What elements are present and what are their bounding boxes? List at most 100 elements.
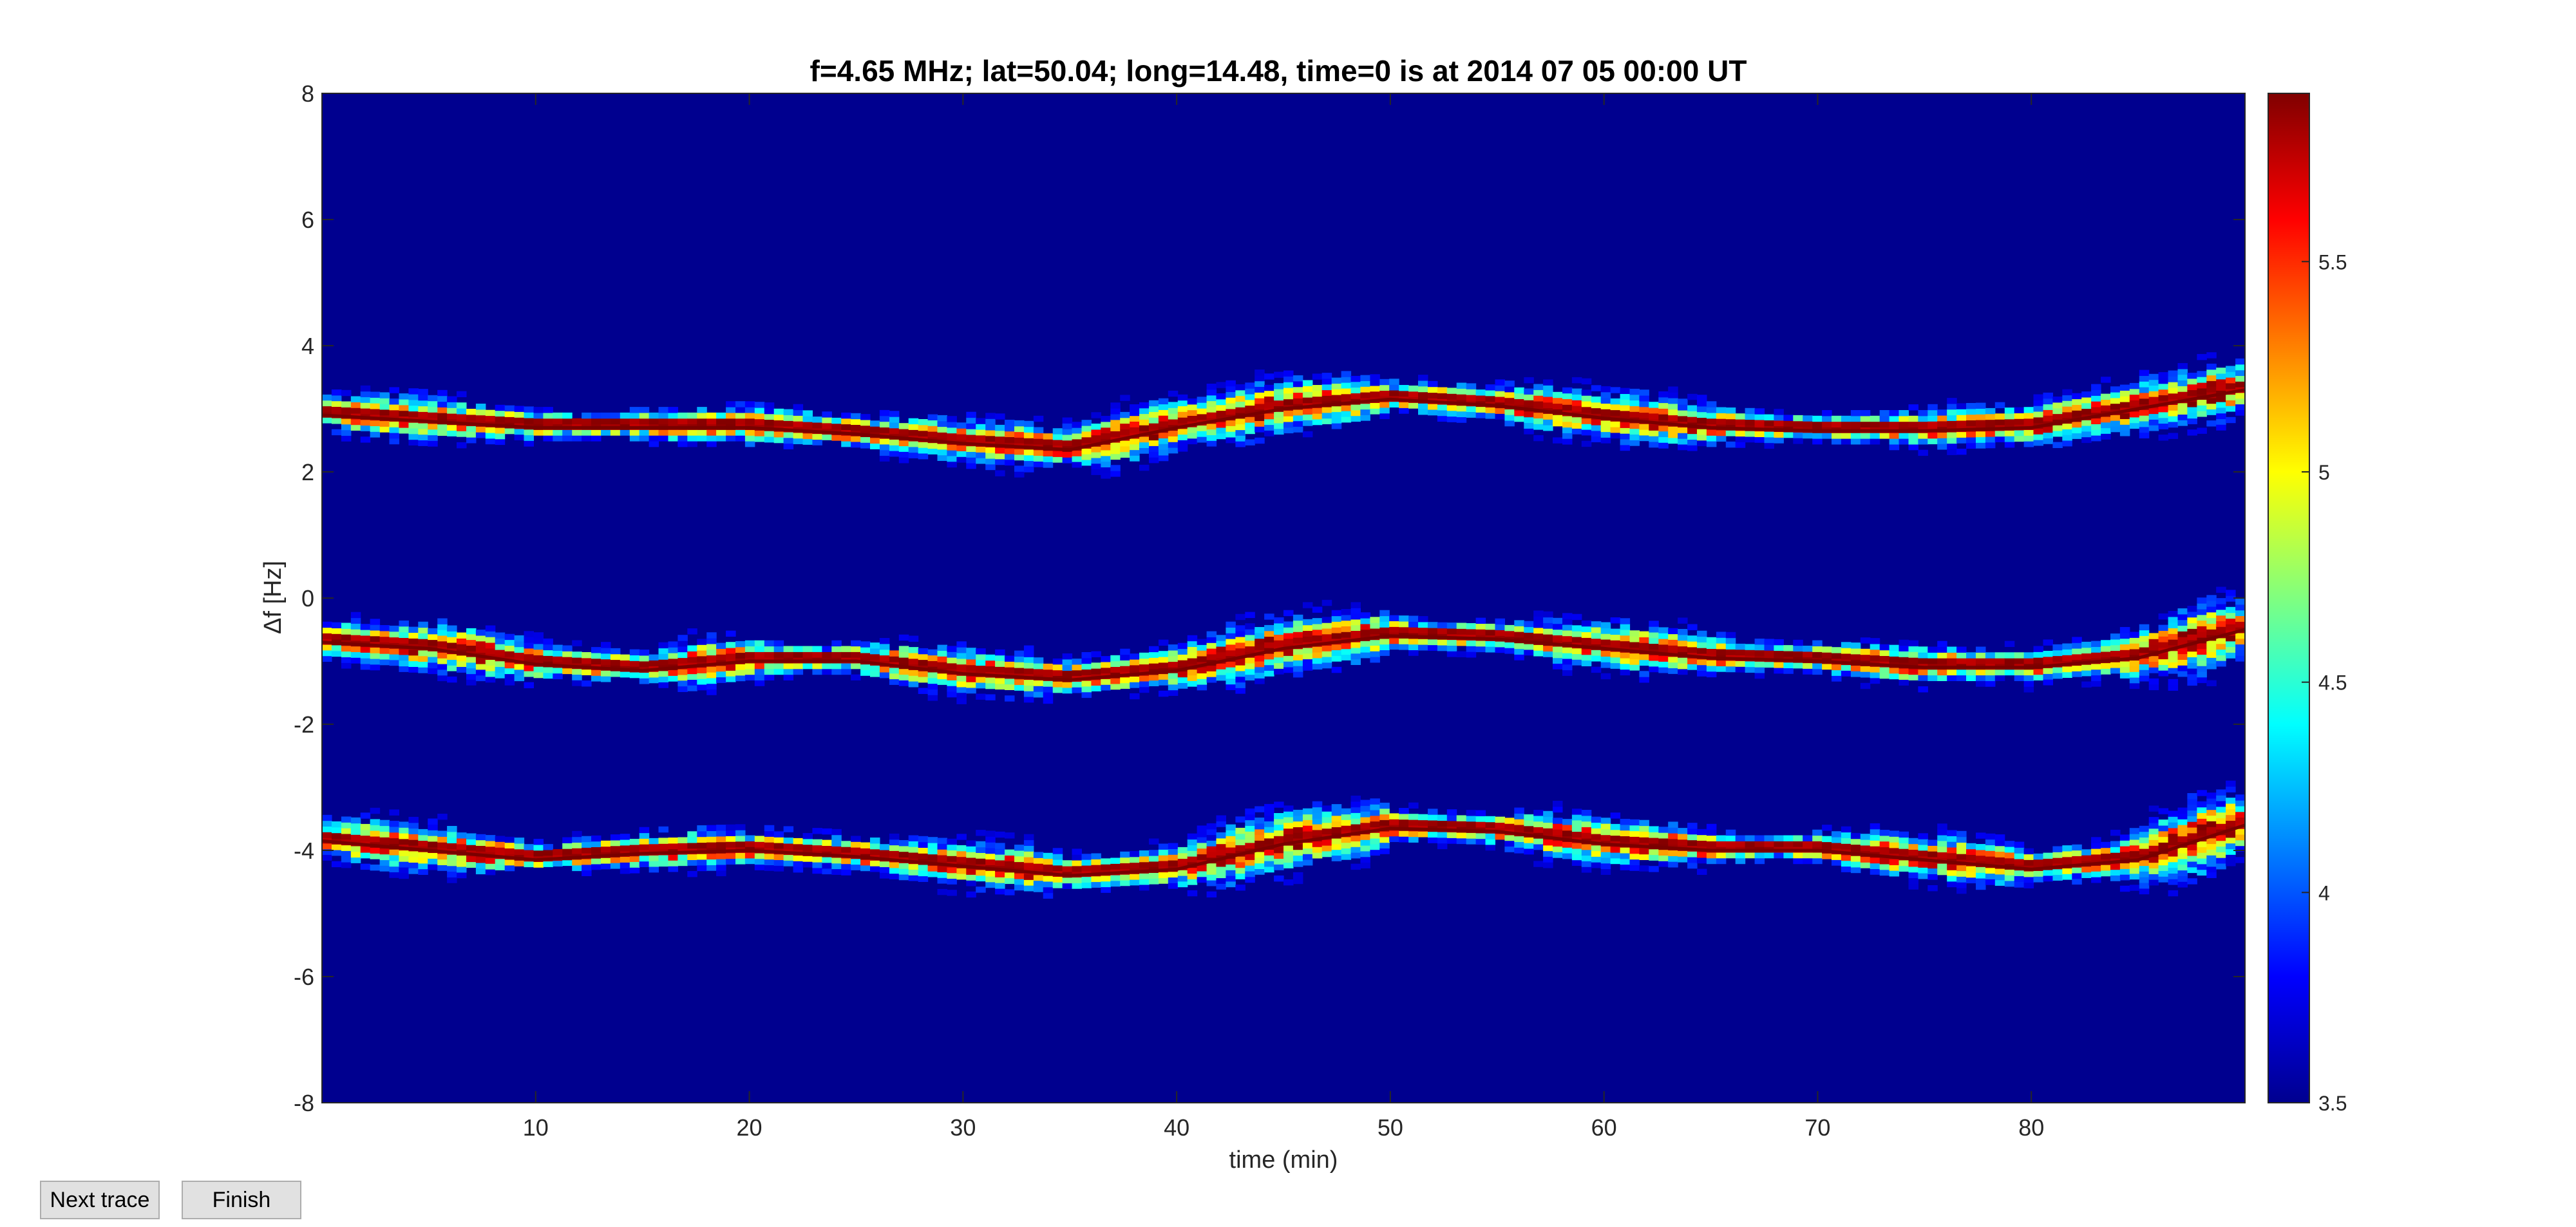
heatmap-cell — [1687, 417, 1698, 423]
heatmap-cell — [1168, 871, 1179, 878]
heatmap-cell — [1283, 393, 1294, 400]
heatmap-cell — [1639, 653, 1649, 660]
heatmap-cell — [937, 662, 947, 668]
heatmap-cell — [514, 669, 525, 676]
heatmap-cell — [629, 660, 640, 667]
heatmap-cell — [985, 447, 996, 453]
heatmap-cell — [1101, 421, 1111, 428]
next-trace-button[interactable]: Next trace — [40, 1181, 160, 1219]
heatmap-cell — [1264, 832, 1274, 839]
heatmap-cell — [677, 657, 688, 664]
y-tick-label: 8 — [301, 80, 314, 107]
heatmap-cell — [1764, 852, 1774, 859]
heatmap-cell — [889, 656, 900, 662]
heatmap-cell — [1812, 662, 1823, 670]
heatmap-cell — [1033, 663, 1044, 670]
heatmap-cell — [1072, 462, 1082, 468]
heatmap-cell — [1668, 628, 1678, 635]
heatmap-cell — [2235, 358, 2246, 365]
heatmap-cell — [812, 417, 822, 423]
heatmap-cell — [1774, 431, 1784, 438]
heatmap-cell — [1927, 862, 1938, 869]
heatmap-cell — [1994, 413, 2005, 420]
heatmap-cell — [370, 630, 381, 637]
heatmap-cell — [1514, 632, 1524, 638]
heatmap-cell — [1197, 436, 1208, 443]
heatmap-cell — [697, 412, 707, 419]
heatmap-cell — [1081, 460, 1092, 466]
heatmap-cell — [889, 839, 900, 846]
heatmap-cell — [2216, 818, 2226, 824]
heatmap-cell — [1706, 829, 1717, 836]
heatmap-cell — [2119, 660, 2130, 668]
heatmap-cell — [1187, 890, 1198, 897]
heatmap-cell — [956, 675, 967, 682]
heatmap-cell — [1043, 881, 1054, 888]
heatmap-cell — [802, 651, 813, 658]
heatmap-cell — [1312, 618, 1323, 624]
heatmap-cell — [1302, 842, 1313, 848]
heatmap-cell — [1321, 407, 1332, 413]
heatmap-cell — [2119, 402, 2130, 408]
heatmap-cell — [1504, 818, 1515, 824]
heatmap-cell — [2226, 646, 2236, 653]
heatmap-cell — [2023, 675, 2034, 681]
heatmap-cell — [2158, 435, 2169, 441]
heatmap-cell — [1446, 623, 1457, 629]
heatmap-cell — [1389, 643, 1399, 650]
heatmap-cell — [1678, 617, 1688, 624]
heatmap-cell — [2168, 650, 2179, 657]
heatmap-cell — [898, 874, 909, 881]
heatmap-cell — [1456, 640, 1467, 646]
heatmap-cell — [1110, 419, 1121, 426]
heatmap-cell — [1553, 629, 1563, 635]
heatmap-cell — [1879, 863, 1890, 870]
heatmap-cell — [2158, 613, 2169, 620]
heatmap-cell — [1571, 631, 1582, 637]
heatmap-cell — [851, 651, 861, 658]
heatmap-cell — [1350, 835, 1361, 841]
heatmap-cell — [1255, 403, 1265, 410]
heatmap-cell — [1274, 836, 1284, 842]
heatmap-cell — [658, 648, 668, 654]
heatmap-cell — [2139, 641, 2150, 648]
heatmap-cell — [1245, 629, 1255, 635]
heatmap-cell — [639, 435, 650, 442]
heatmap-cell — [1197, 402, 1208, 409]
heatmap-cell — [1197, 650, 1208, 657]
heatmap-cell — [428, 406, 438, 413]
heatmap-cell — [1976, 431, 1986, 438]
heatmap-cell — [1312, 629, 1323, 636]
heatmap-cell — [591, 652, 601, 659]
heatmap-cell — [2052, 442, 2063, 448]
heatmap-cell — [2119, 666, 2130, 673]
heatmap-cell — [1754, 661, 1765, 668]
heatmap-cell — [1571, 831, 1582, 838]
heatmap-cell — [1706, 665, 1717, 672]
heatmap-cell — [1302, 619, 1313, 626]
heatmap-cell — [475, 426, 486, 433]
heatmap-cell — [1274, 830, 1284, 836]
heatmap-cell — [1437, 837, 1448, 844]
finish-button[interactable]: Finish — [182, 1181, 301, 1219]
heatmap-cell — [408, 411, 419, 417]
heatmap-cell — [2129, 400, 2140, 406]
heatmap-cell — [1822, 663, 1832, 670]
heatmap-cell — [2139, 387, 2150, 393]
heatmap-cell — [1918, 850, 1928, 857]
heatmap-cell — [976, 869, 986, 876]
heatmap-cell — [1005, 872, 1015, 879]
heatmap-cell — [812, 433, 822, 440]
heatmap-cell — [2101, 651, 2111, 658]
heatmap-cell — [889, 833, 900, 840]
heatmap-cell — [658, 843, 668, 850]
heatmap-cell — [841, 847, 851, 853]
heatmap-cell — [1639, 848, 1649, 855]
heatmap-cell — [2235, 632, 2246, 639]
heatmap-cell — [553, 860, 563, 866]
heatmap-cell — [1976, 855, 1986, 862]
heatmap-cell — [851, 436, 861, 442]
heatmap-cell — [1043, 433, 1054, 440]
heatmap-cell — [1994, 857, 2005, 863]
heatmap-cell — [1101, 881, 1111, 888]
